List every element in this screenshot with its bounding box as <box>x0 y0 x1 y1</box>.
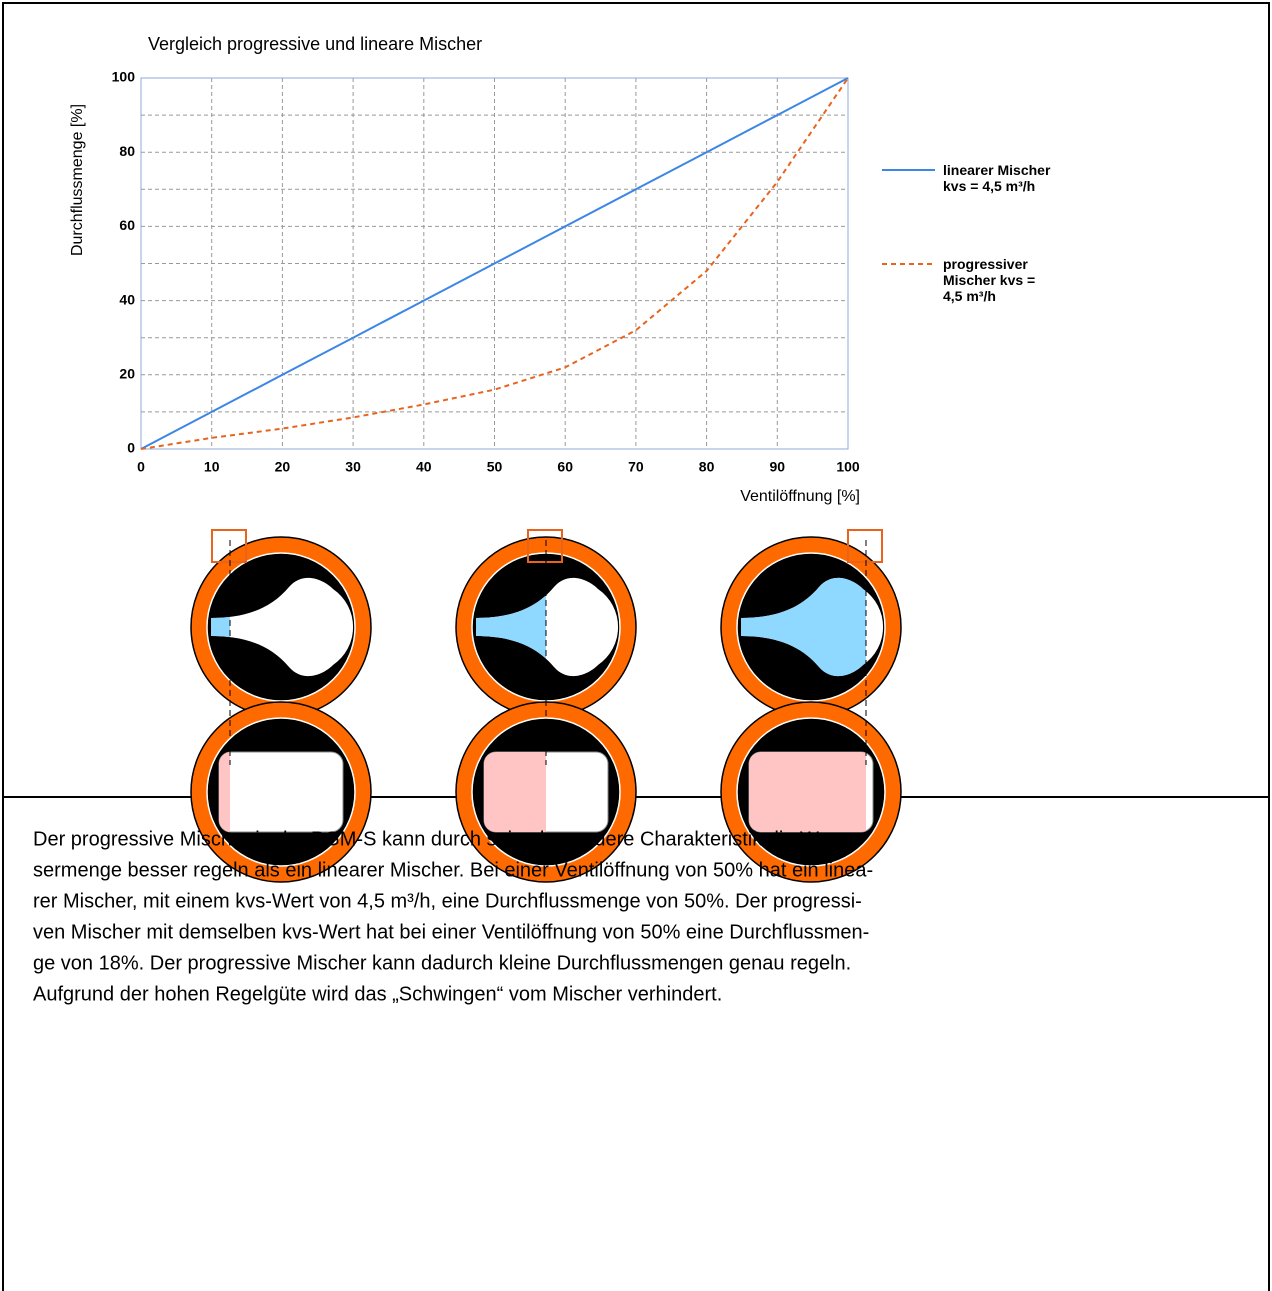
paragraph-line: ge von 18%. Der progressive Mischer kann… <box>33 952 851 974</box>
x-tick-label: 0 <box>137 459 145 475</box>
x-tick-label: 80 <box>699 459 715 475</box>
paragraph-line: sermenge besser regeln als ein linearer … <box>33 859 873 881</box>
x-tick-label: 90 <box>770 459 786 475</box>
valve-flow <box>749 752 873 832</box>
valve <box>721 537 901 717</box>
y-tick-label: 40 <box>119 291 135 307</box>
x-tick-label: 60 <box>557 459 573 475</box>
x-tick-label: 50 <box>487 459 503 475</box>
x-axis-label: Ventilöffnung [%] <box>740 488 860 505</box>
x-tick-label: 10 <box>204 459 220 475</box>
x-tick-label: 70 <box>628 459 644 475</box>
x-tick-label: 30 <box>345 459 361 475</box>
y-axis-label: Durchflussmenge [%] <box>69 104 86 256</box>
paragraph-line: Aufgrund der hohen Regelgüte wird das „S… <box>33 983 722 1005</box>
valve <box>191 537 371 717</box>
x-tick-label: 100 <box>836 459 860 475</box>
valve <box>721 702 901 882</box>
page-svg: Vergleich progressive und lineare Mische… <box>0 0 1272 1291</box>
page: Vergleich progressive und lineare Mische… <box>0 0 1272 1291</box>
legend-label: linearer Mischer kvs = 4,5 m³/h <box>943 162 1053 194</box>
y-tick-label: 0 <box>127 440 135 456</box>
y-tick-label: 100 <box>112 69 136 85</box>
x-tick-label: 20 <box>275 459 291 475</box>
legend-label: progressiver Mischer kvs = 4,5 m³/h <box>943 256 1053 304</box>
valve <box>456 702 636 882</box>
y-tick-label: 20 <box>119 366 135 382</box>
y-tick-label: 80 <box>119 143 135 159</box>
chart-title: Vergleich progressive und lineare Mische… <box>148 34 482 54</box>
paragraph-line: ven Mischer mit demselben kvs-Wert hat b… <box>33 921 869 943</box>
paragraph-line: Der progressive Mischer in der PGM-S kan… <box>33 828 846 850</box>
paragraph-line: rer Mischer, mit einem kvs-Wert von 4,5 … <box>33 890 862 912</box>
y-tick-label: 60 <box>119 217 135 233</box>
valve <box>191 702 371 882</box>
valve-opening <box>219 752 343 832</box>
x-tick-label: 40 <box>416 459 432 475</box>
